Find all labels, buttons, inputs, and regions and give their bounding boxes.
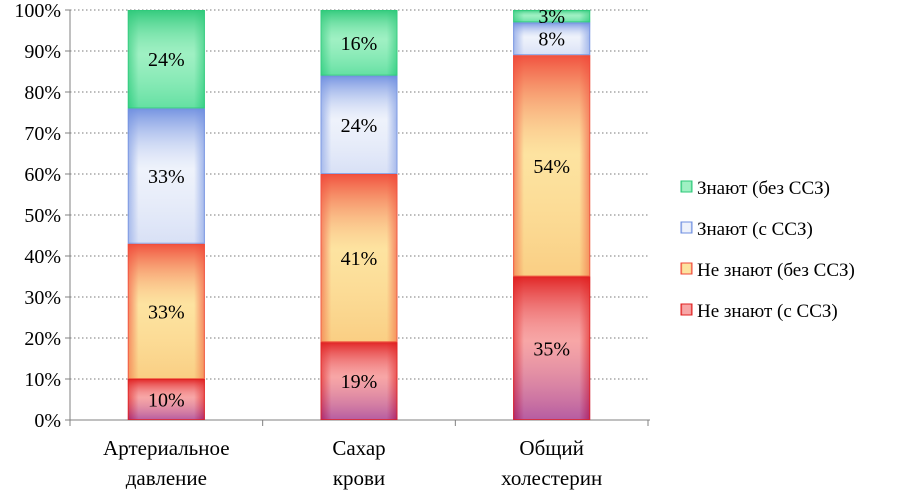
y-tick-label: 100%	[14, 0, 61, 22]
legend-label: Не знают (с ССЗ)	[697, 301, 838, 322]
bar-segment-edge	[320, 10, 398, 76]
x-category-label: крови	[333, 466, 385, 490]
legend-item: Не знают (без ССЗ)	[680, 260, 855, 281]
bar-segment	[513, 10, 591, 23]
legend-item: Не знают (с ССЗ)	[680, 301, 838, 322]
y-tick-label: 20%	[24, 328, 61, 350]
data-label: 24%	[148, 49, 185, 71]
bar-segment-edge	[127, 10, 205, 109]
bar-segment-shade	[127, 243, 205, 379]
bar-segment-shade	[127, 379, 205, 420]
bar-segment-shade	[127, 108, 205, 244]
bar-segment	[127, 108, 205, 244]
data-label: 16%	[341, 33, 378, 55]
y-tick-label: 70%	[24, 123, 61, 145]
x-category-label: давление	[126, 466, 207, 490]
bar-segment	[320, 10, 398, 76]
bar-segment-shade	[320, 342, 398, 420]
bar-segment-shade	[320, 174, 398, 343]
data-label: 3%	[538, 6, 565, 28]
bar-segment	[320, 342, 398, 421]
y-tick-label: 50%	[24, 205, 61, 227]
bar-segment-shade	[513, 276, 591, 420]
bar-segment	[127, 243, 205, 379]
bar-segment	[127, 379, 205, 420]
bar-segment-edge	[127, 379, 205, 420]
data-label: 24%	[341, 115, 378, 137]
data-label: 19%	[341, 371, 378, 393]
data-label: 41%	[341, 248, 378, 270]
data-label: 33%	[148, 301, 185, 323]
bar-segment-edge	[513, 10, 591, 23]
data-label: 8%	[538, 29, 565, 51]
x-category-label: Сахар	[332, 436, 385, 460]
bar-segment	[320, 174, 398, 343]
legend-swatch	[680, 180, 693, 193]
axes: 0% 10% 20% 30% 40% 50% 60% 70% 80% 90% 100% Артериа…	[14, 0, 650, 490]
bars	[127, 10, 591, 421]
x-category-label: холестерин	[501, 466, 602, 490]
x-category-label: Общий	[519, 436, 584, 460]
y-tick-label: 0%	[34, 410, 61, 432]
bar-segment-edge	[320, 342, 398, 421]
legend-swatch	[680, 262, 693, 275]
bar-segment-shade	[320, 75, 398, 174]
legend-label: Знают (без ССЗ)	[697, 178, 830, 199]
data-labels: 10% 33% 33% 24% 19% 41% 24% 16% 35% 54% 8%3%	[148, 6, 570, 411]
data-label: 10%	[148, 390, 185, 412]
legend-swatch	[680, 221, 693, 234]
bar-segment-edge	[513, 22, 591, 56]
bar-segment	[513, 276, 591, 420]
bar-segment-shade	[513, 22, 591, 56]
legend-swatch	[680, 303, 693, 316]
bar-segment-edge	[513, 55, 591, 277]
y-tick-label: 40%	[24, 246, 61, 268]
y-tick-label: 80%	[24, 82, 61, 104]
bar-segment-edge	[127, 108, 205, 244]
bar-segment	[513, 22, 591, 56]
bar-segment-shade	[513, 10, 591, 23]
x-category-label: Артериальное	[103, 436, 230, 460]
bar-segment-edge	[127, 243, 205, 379]
bar-segment-edge	[513, 276, 591, 420]
bar-segment-edge	[320, 75, 398, 174]
legend-label: Знают (с ССЗ)	[697, 219, 813, 240]
bar-segment-shade	[127, 10, 205, 109]
legend-label: Не знают (без ССЗ)	[697, 260, 855, 281]
y-tick-label: 90%	[24, 41, 61, 63]
bar-segment-shade	[513, 55, 591, 277]
bar-segment	[320, 75, 398, 174]
bar-segment	[513, 55, 591, 277]
data-label: 54%	[533, 156, 570, 178]
data-label: 33%	[148, 166, 185, 188]
legend-item: Знают (без ССЗ)	[680, 178, 830, 199]
bar-segment-shade	[320, 10, 398, 76]
legend: Знают (без ССЗ) Знают (с ССЗ) Не знают (бе…	[680, 178, 855, 322]
y-tick-label: 30%	[24, 287, 61, 309]
bar-segment	[127, 10, 205, 109]
y-tick-label: 60%	[24, 164, 61, 186]
legend-item: Знают (с ССЗ)	[680, 219, 813, 240]
data-label: 35%	[533, 338, 570, 360]
bar-segment-edge	[320, 174, 398, 343]
y-tick-label: 10%	[24, 369, 61, 391]
